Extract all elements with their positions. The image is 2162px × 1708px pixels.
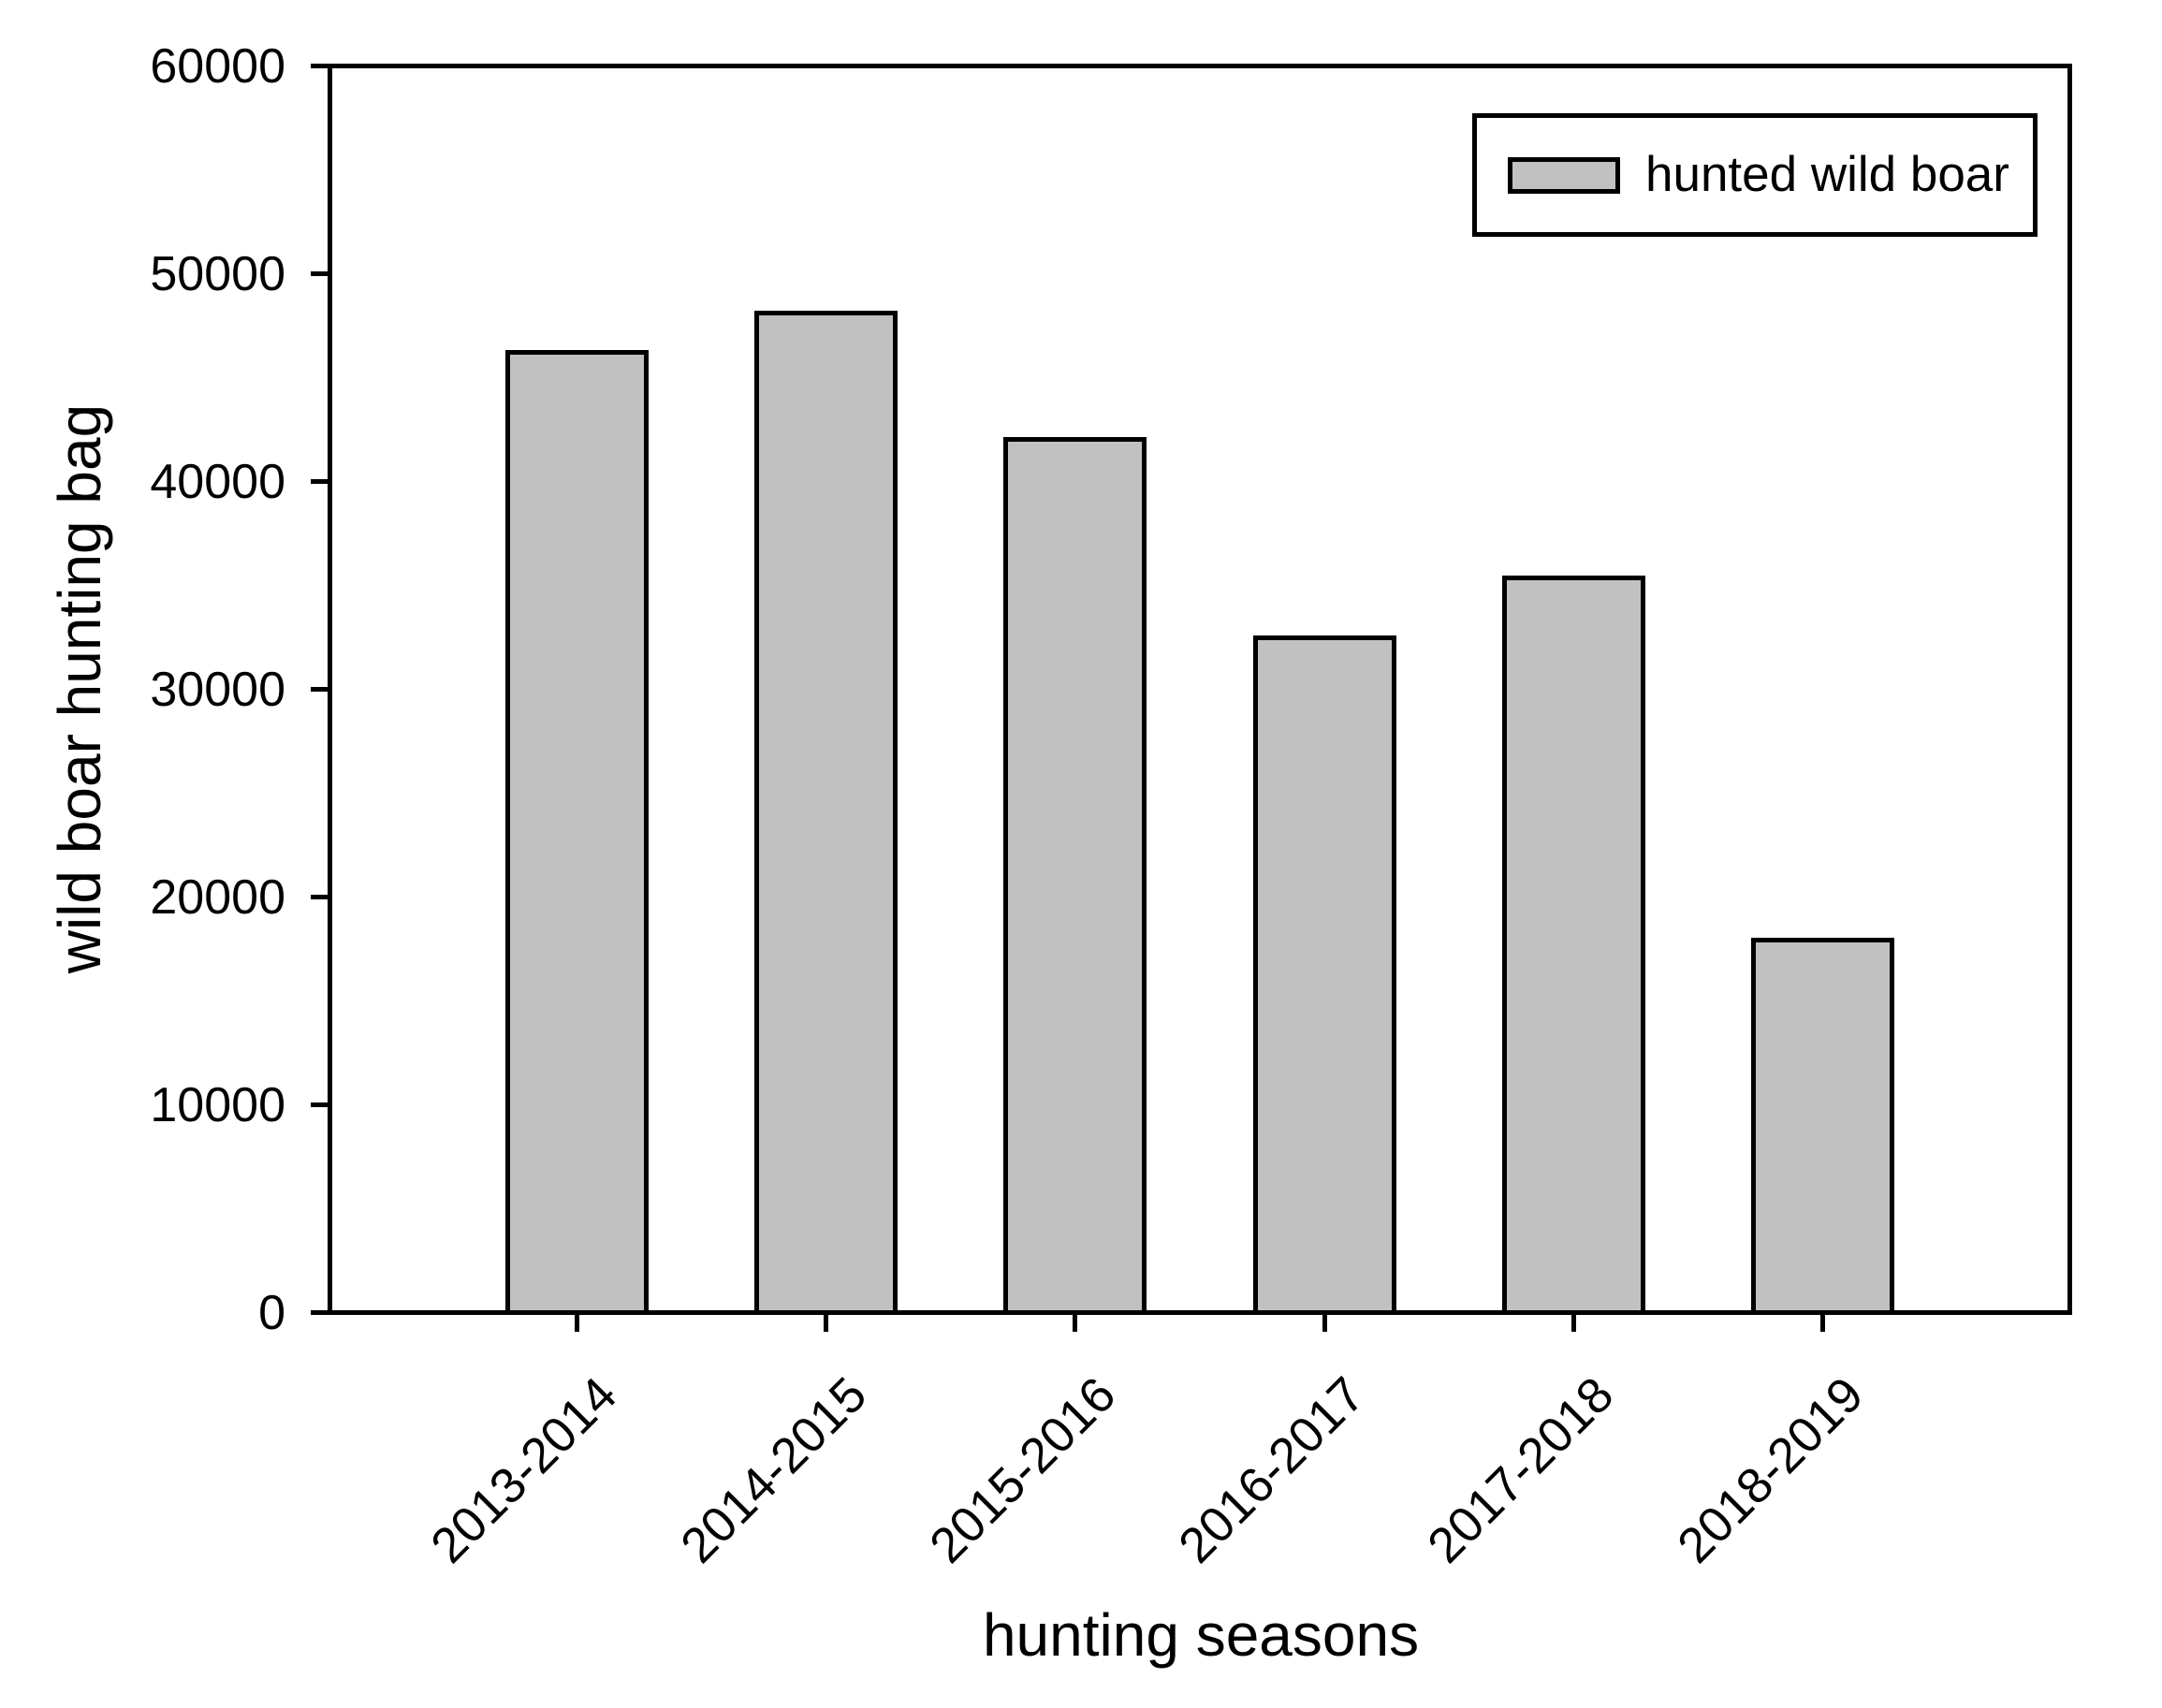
y-tick	[311, 1102, 328, 1107]
bar-2017-2018	[1502, 576, 1645, 1310]
y-tick	[311, 895, 328, 899]
bars-layer	[332, 68, 2067, 1310]
x-tick	[824, 1315, 829, 1332]
bar-2013-2014	[505, 350, 649, 1310]
bar-2014-2015	[754, 311, 898, 1310]
y-tick	[311, 271, 328, 276]
bar-2016-2017	[1253, 635, 1396, 1310]
y-tick	[311, 64, 328, 68]
legend-swatch-icon	[1508, 156, 1620, 194]
y-tick-label: 10000	[150, 1077, 285, 1132]
y-tick-label: 20000	[150, 869, 285, 925]
y-tick-label: 60000	[150, 38, 285, 94]
x-axis-title: hunting seasons	[982, 1601, 1420, 1669]
bar-2015-2016	[1003, 437, 1147, 1310]
x-tick	[1570, 1315, 1576, 1332]
y-tick-label: 30000	[150, 662, 285, 717]
plot-area	[328, 64, 2072, 1315]
x-tick	[1073, 1315, 1078, 1332]
x-tick	[1820, 1315, 1826, 1332]
y-tick	[311, 687, 328, 692]
y-tick	[311, 1310, 328, 1315]
y-tick-label: 50000	[150, 246, 285, 301]
legend-label: hunted wild boar	[1645, 147, 2009, 202]
legend: hunted wild boar	[1472, 113, 2038, 237]
y-tick	[311, 479, 328, 484]
x-tick	[574, 1315, 579, 1332]
bar-2018-2019	[1751, 938, 1894, 1310]
y-tick-label: 40000	[150, 454, 285, 509]
x-tick	[1322, 1315, 1327, 1332]
y-tick-label: 0	[258, 1285, 285, 1340]
